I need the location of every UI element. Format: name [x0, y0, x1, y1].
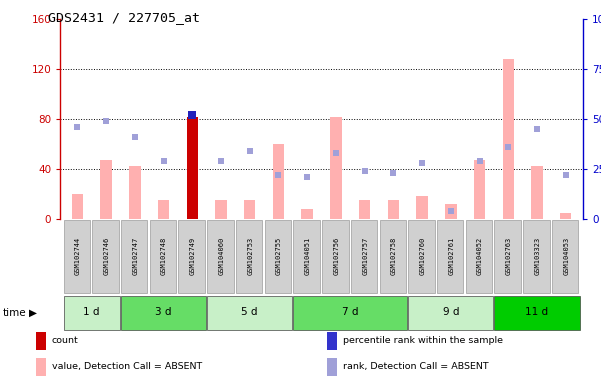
Bar: [388, 200, 399, 219]
Bar: [560, 213, 572, 219]
Bar: [273, 144, 284, 219]
Text: GDS2431 / 227705_at: GDS2431 / 227705_at: [48, 12, 200, 25]
Bar: [121, 296, 206, 330]
Text: GSM102757: GSM102757: [362, 237, 368, 275]
Text: GSM102747: GSM102747: [132, 237, 138, 275]
Bar: [264, 220, 291, 293]
Text: count: count: [52, 336, 79, 346]
Bar: [100, 160, 112, 219]
Bar: [64, 296, 120, 330]
Bar: [93, 220, 119, 293]
Bar: [302, 209, 313, 219]
Text: GSM102758: GSM102758: [391, 237, 397, 275]
Text: GSM102746: GSM102746: [103, 237, 109, 275]
Text: 5 d: 5 d: [242, 307, 258, 317]
Point: [360, 168, 370, 174]
Text: rank, Detection Call = ABSENT: rank, Detection Call = ABSENT: [343, 362, 489, 371]
Point: [446, 208, 456, 214]
Bar: [502, 59, 514, 219]
Bar: [186, 117, 198, 219]
Point: [331, 150, 341, 156]
Point: [417, 160, 427, 166]
Bar: [408, 220, 435, 293]
Point: [188, 112, 197, 118]
Bar: [207, 220, 234, 293]
Bar: [178, 220, 205, 293]
Point: [73, 124, 82, 130]
Bar: [293, 296, 407, 330]
Bar: [121, 220, 147, 293]
Bar: [466, 220, 492, 293]
Bar: [322, 220, 349, 293]
Text: 1 d: 1 d: [84, 307, 100, 317]
Point: [101, 118, 111, 124]
Point: [561, 172, 570, 178]
Text: percentile rank within the sample: percentile rank within the sample: [343, 336, 503, 346]
Bar: [72, 194, 83, 219]
Text: GSM104052: GSM104052: [477, 237, 483, 275]
Bar: [64, 220, 90, 293]
Text: GSM102744: GSM102744: [75, 237, 81, 275]
Point: [216, 158, 226, 164]
Text: GSM102749: GSM102749: [190, 237, 196, 275]
Bar: [531, 167, 543, 219]
Bar: [416, 197, 428, 219]
Text: GSM102753: GSM102753: [247, 237, 253, 275]
Text: GSM102761: GSM102761: [448, 237, 454, 275]
Text: GSM104060: GSM104060: [219, 237, 225, 275]
Point: [504, 144, 513, 150]
Bar: [150, 220, 176, 293]
Text: GSM102763: GSM102763: [506, 237, 512, 275]
Point: [130, 134, 139, 140]
Bar: [523, 220, 550, 293]
Bar: [359, 200, 370, 219]
Point: [475, 158, 484, 164]
Bar: [380, 220, 406, 293]
Point: [302, 174, 312, 180]
Bar: [36, 332, 46, 350]
Point: [245, 148, 254, 154]
Text: 7 d: 7 d: [342, 307, 359, 317]
Bar: [129, 167, 141, 219]
Point: [159, 158, 168, 164]
Bar: [36, 358, 46, 376]
Text: 3 d: 3 d: [155, 307, 172, 317]
Bar: [236, 220, 263, 293]
Bar: [408, 296, 493, 330]
Point: [532, 126, 542, 132]
Text: GSM104053: GSM104053: [563, 237, 569, 275]
Bar: [293, 220, 320, 293]
Bar: [445, 204, 457, 219]
Bar: [437, 220, 463, 293]
Bar: [474, 160, 485, 219]
Text: GSM103323: GSM103323: [534, 237, 540, 275]
Text: GSM104051: GSM104051: [305, 237, 311, 275]
Text: ▶: ▶: [29, 308, 37, 318]
Bar: [552, 220, 578, 293]
Bar: [330, 117, 341, 219]
Text: 9 d: 9 d: [442, 307, 459, 317]
Bar: [327, 332, 337, 350]
Bar: [327, 358, 337, 376]
Text: GSM102748: GSM102748: [161, 237, 167, 275]
Text: value, Detection Call = ABSENT: value, Detection Call = ABSENT: [52, 362, 202, 371]
Bar: [158, 200, 169, 219]
Bar: [495, 220, 521, 293]
Text: GSM102756: GSM102756: [334, 237, 340, 275]
Point: [273, 172, 283, 178]
Point: [389, 170, 398, 176]
Text: GSM102755: GSM102755: [276, 237, 282, 275]
Bar: [215, 200, 227, 219]
Bar: [244, 200, 255, 219]
Bar: [351, 220, 377, 293]
Bar: [495, 296, 579, 330]
Text: GSM102760: GSM102760: [419, 237, 426, 275]
Text: 11 d: 11 d: [525, 307, 549, 317]
Bar: [207, 296, 292, 330]
Text: time: time: [3, 308, 26, 318]
